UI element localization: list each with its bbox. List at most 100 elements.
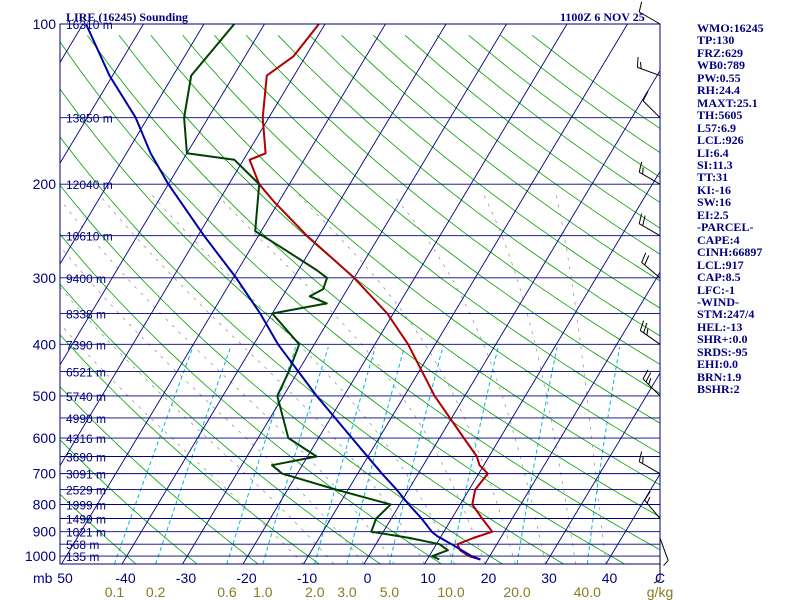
- wind-barb-flag: [638, 451, 643, 462]
- dry-adiabat-line: [277, 35, 660, 337]
- stat-line: CAP:8.5: [697, 270, 741, 285]
- wind-barb-flag: [646, 328, 649, 336]
- height-label: 3690 m: [66, 451, 106, 465]
- stat-line: SI:11.3: [697, 157, 733, 172]
- pressure-tick-label: 500: [33, 388, 57, 404]
- stat-line: -PARCEL-: [697, 220, 754, 235]
- isotherm-line: [0, 24, 23, 564]
- isotherm-line: [242, 24, 568, 564]
- temperature-tick-label: 0: [364, 570, 372, 586]
- moist-adiabat-line: [393, 195, 546, 564]
- isotherm-line: [121, 24, 447, 564]
- mixing-ratio-tick-label: 10.0: [437, 584, 464, 600]
- dry-adiabat-line: [341, 35, 660, 282]
- temperature-tick-label: 50: [57, 570, 73, 586]
- stat-line: SW:16: [697, 195, 732, 210]
- wind-barb-flag: [641, 252, 647, 263]
- stat-line: CAPE:4: [697, 232, 740, 247]
- wind-barb-flag: [646, 496, 651, 504]
- moist-adiabat-line: [217, 195, 486, 564]
- moist-adiabat-line: [60, 198, 395, 564]
- mixing-ratio-tick-label: 20.0: [503, 584, 530, 600]
- mixing-ratio-line: [389, 347, 444, 564]
- stat-line: SHR+:0.0: [697, 332, 748, 347]
- parcel-trace: [85, 24, 481, 561]
- isotherm-line: [182, 24, 507, 564]
- dry-adiabat-line: [60, 334, 320, 564]
- height-label: 13850 m: [66, 112, 113, 126]
- stat-line: WMO:16245: [697, 21, 764, 35]
- wind-barb-flag: [636, 56, 639, 68]
- mixing-ratio-tick-label: 0.1: [105, 584, 125, 600]
- temperature-trace: [248, 24, 494, 561]
- pressure-tick-label: 900: [33, 524, 57, 540]
- pressure-tick-label: 600: [33, 430, 57, 446]
- isotherm-line: [60, 24, 144, 165]
- dry-adiabat-line: [60, 439, 198, 564]
- wind-barb-staff: [659, 537, 669, 561]
- pressure-tick-label: 200: [33, 176, 57, 192]
- height-label: 7390 m: [66, 338, 106, 352]
- mixing-ratio-line: [314, 347, 376, 564]
- wind-barb-flag: [645, 372, 652, 382]
- mixing-ratio-tick-label: 5.0: [380, 584, 400, 600]
- dry-adiabat-line: [309, 35, 660, 309]
- stat-line: WB0:789: [697, 58, 745, 73]
- wind-barb-flag: [653, 579, 661, 584]
- stat-line: EHI:0.0: [697, 357, 739, 372]
- height-label: 5740 m: [66, 390, 106, 404]
- temperature-tick-label: 20: [481, 570, 497, 586]
- temperature-tick-label: 10: [420, 570, 436, 586]
- stat-line: PW:0.55: [697, 70, 741, 85]
- dewpoint-trace: [183, 24, 449, 561]
- mixing-ratio-tick-label: 1.0: [253, 584, 273, 600]
- stat-line: LI:6.4: [697, 145, 729, 160]
- height-label: 2529 m: [66, 484, 106, 498]
- wind-barb-flag: [639, 320, 645, 331]
- stat-line: SRDS:-95: [697, 344, 748, 359]
- wind-barb-flag: [642, 369, 649, 380]
- wind-barb-flag: [642, 215, 646, 226]
- dry-adiabat-line: [60, 233, 442, 564]
- stat-line: TP:130: [697, 33, 735, 48]
- temperature-tick-label: -40: [115, 570, 135, 586]
- time-label: 1100Z 6 NOV 25: [560, 10, 645, 24]
- wind-barb-flag: [639, 61, 642, 69]
- dry-adiabat-line: [86, 35, 660, 518]
- wind-barb-flag: [638, 161, 643, 173]
- temperature-tick-label: -20: [236, 570, 256, 586]
- isotherm-line: [303, 24, 628, 564]
- height-label: 12040 m: [66, 178, 113, 192]
- temperature-tick-label: -10: [297, 570, 317, 586]
- stat-line: LCL:926: [697, 133, 744, 148]
- height-label: 1021 m: [66, 526, 106, 540]
- temperature-tick-label: 40: [602, 570, 618, 586]
- isotherm-line: [61, 24, 386, 564]
- stat-line: MAXT:25.1: [697, 95, 758, 110]
- temperature-unit-label: C: [655, 570, 665, 586]
- isotherm-line: [60, 24, 326, 467]
- stat-line: KI:-16: [697, 182, 731, 197]
- temperature-tick-label: -30: [176, 570, 196, 586]
- dry-adiabat-line: [60, 136, 564, 564]
- height-label: 4990 m: [66, 412, 106, 426]
- mixing-ratio-tick-label: 3.0: [337, 584, 357, 600]
- mixing-ratio-unit-label: g/kg: [647, 584, 673, 600]
- stat-line: TT:31: [697, 170, 729, 185]
- dry-adiabat-line: [60, 386, 259, 564]
- stat-line: CINH:66897: [697, 245, 763, 260]
- dry-adiabat-line: [60, 184, 503, 564]
- mixing-ratio-line: [346, 347, 405, 564]
- stats-panel: WMO:16245 TP:130 FRZ:629 WB0:789 PW:0.55 RH:2…: [697, 22, 797, 396]
- wind-barb-flag: [644, 255, 650, 266]
- wind-barb-flag: [642, 91, 649, 101]
- moist-adiabat-line: [298, 195, 516, 564]
- dry-adiabat-line: [60, 41, 660, 551]
- dry-adiabat-line: [150, 35, 660, 455]
- dry-adiabat-line: [214, 35, 660, 394]
- wind-barb-staff: [641, 262, 661, 279]
- stat-line: LCL:917: [697, 257, 744, 272]
- stat-line: -WIND-: [697, 294, 739, 309]
- pressure-unit-label: mb: [33, 570, 53, 586]
